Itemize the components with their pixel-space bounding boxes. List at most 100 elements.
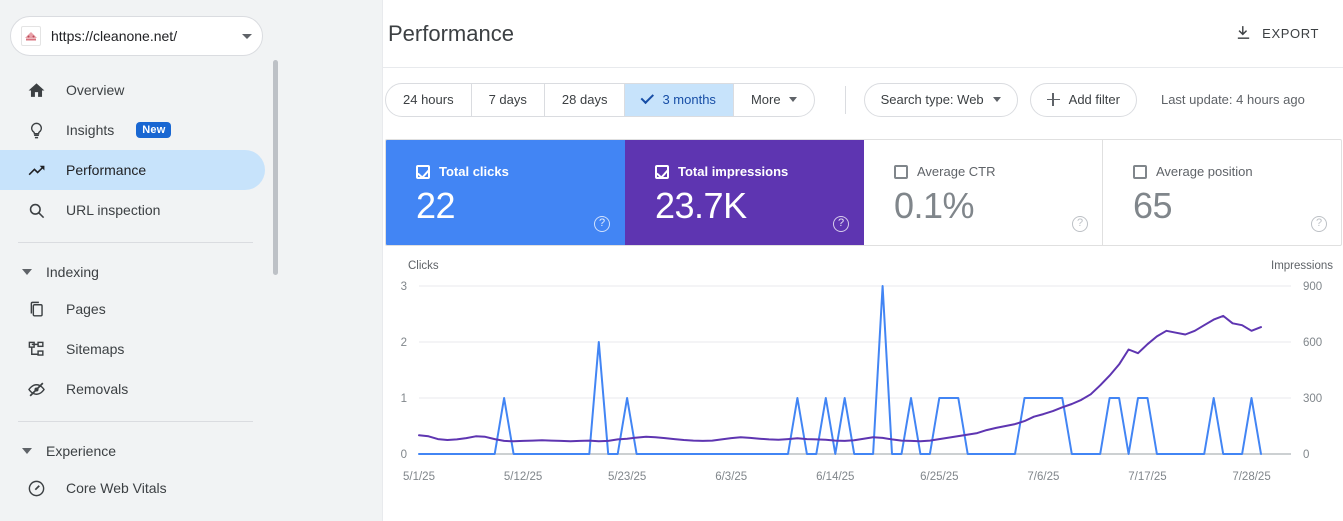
metric-checkbox[interactable] bbox=[416, 164, 430, 179]
chevron-down-icon[interactable] bbox=[242, 33, 252, 39]
sidebar-item-insights[interactable]: Insights New bbox=[0, 110, 265, 150]
help-icon[interactable]: ? bbox=[1311, 216, 1327, 232]
x-tick-label: 6/25/25 bbox=[920, 471, 958, 483]
metric-label: Average CTR bbox=[917, 164, 996, 179]
lightbulb-icon bbox=[26, 120, 46, 140]
sidebar-item-removals[interactable]: Removals bbox=[0, 369, 265, 409]
metric-card-total-impressions[interactable]: Total impressions 23.7K ? bbox=[625, 140, 864, 245]
date-range-selector: 24 hours 7 days 28 days 3 months More bbox=[385, 82, 815, 117]
sidebar-item-overview[interactable]: Overview bbox=[0, 70, 265, 110]
sidebar-group-indexing[interactable]: Indexing bbox=[0, 255, 383, 289]
date-range-label: 7 days bbox=[488, 92, 527, 107]
y2-tick-label: 0 bbox=[1303, 449, 1309, 461]
metric-card-total-clicks[interactable]: Total clicks 22 ? bbox=[386, 140, 625, 245]
metric-value: 22 bbox=[416, 185, 456, 226]
page-title: Performance bbox=[388, 20, 514, 46]
series-line-impressions bbox=[418, 314, 1262, 443]
search-type-dropdown[interactable]: Search type: Web bbox=[863, 82, 1018, 117]
help-icon[interactable]: ? bbox=[833, 216, 849, 232]
chevron-down-icon bbox=[22, 269, 32, 275]
y2-tick-label: 900 bbox=[1303, 281, 1322, 293]
add-filter-button[interactable]: Add filter bbox=[1029, 82, 1137, 117]
chevron-down-icon bbox=[992, 97, 1001, 102]
sidebar-scrollbar-thumb[interactable] bbox=[273, 60, 278, 275]
y-tick-label: 1 bbox=[401, 393, 407, 405]
y-axis-title: Clicks bbox=[408, 260, 439, 272]
site-url-label: https://cleanone.net/ bbox=[51, 28, 178, 44]
sidebar-item-url-inspection[interactable]: URL inspection bbox=[0, 190, 265, 230]
date-range-7-days[interactable]: 7 days bbox=[472, 83, 545, 116]
date-range-label: 3 months bbox=[662, 92, 716, 107]
export-button[interactable]: EXPORT bbox=[1231, 18, 1323, 50]
site-favicon bbox=[21, 26, 41, 46]
metric-card-header: Average CTR bbox=[894, 164, 1102, 179]
export-label: EXPORT bbox=[1262, 26, 1319, 41]
sidebar-item-label: Removals bbox=[66, 381, 129, 397]
search-icon bbox=[26, 200, 46, 220]
home-icon bbox=[26, 80, 46, 100]
metric-card-header: Total impressions bbox=[655, 164, 863, 179]
metric-checkbox[interactable] bbox=[1133, 164, 1147, 179]
date-range-3-months[interactable]: 3 months bbox=[625, 83, 734, 116]
metric-cards: Total clicks 22 ? Total impressions 23.7… bbox=[385, 139, 1342, 246]
y2-tick-label: 600 bbox=[1303, 337, 1322, 349]
filter-divider bbox=[844, 85, 846, 114]
eye-off-icon bbox=[26, 379, 46, 399]
performance-chart[interactable]: Clicks Impressions 0 1 2 3 0 300 600 900 5/1/25 5/1… bbox=[383, 256, 1341, 496]
help-icon[interactable]: ? bbox=[594, 216, 610, 232]
sidebar-item-label: Insights bbox=[66, 122, 115, 138]
filter-bar: 24 hours 7 days 28 days 3 months More bbox=[383, 68, 1343, 131]
speedometer-icon bbox=[26, 478, 46, 498]
y2-tick-label: 300 bbox=[1303, 393, 1322, 405]
search-type-label: Search type: Web bbox=[880, 92, 984, 107]
metric-value: 65 bbox=[1133, 185, 1173, 226]
metric-checkbox[interactable] bbox=[655, 164, 669, 179]
plus-icon bbox=[1046, 93, 1060, 106]
site-selector[interactable]: https://cleanone.net/ bbox=[10, 16, 263, 56]
sidebar-item-label: Core Web Vitals bbox=[66, 480, 167, 496]
x-tick-label: 7/6/25 bbox=[1027, 471, 1059, 483]
sidebar-group-label: Experience bbox=[46, 443, 117, 459]
download-icon bbox=[1235, 24, 1252, 44]
sidebar-item-core-web-vitals[interactable]: Core Web Vitals bbox=[0, 468, 265, 508]
page-header: Performance EXPORT bbox=[383, 0, 1343, 68]
sidebar-group-label: Indexing bbox=[46, 264, 99, 280]
sidebar-item-performance[interactable]: Performance bbox=[0, 150, 265, 190]
metric-checkbox[interactable] bbox=[894, 164, 908, 179]
date-range-label: More bbox=[750, 92, 781, 107]
series-line-clicks bbox=[418, 285, 1262, 455]
sidebar-item-pages[interactable]: Pages bbox=[0, 289, 265, 329]
x-tick-label: 5/23/25 bbox=[608, 471, 646, 483]
y2-axis-title: Impressions bbox=[1271, 260, 1333, 272]
sidebar-item-label: Sitemaps bbox=[66, 341, 125, 357]
sidebar-item-sitemaps[interactable]: Sitemaps bbox=[0, 329, 265, 369]
metric-card-average-ctr[interactable]: Average CTR 0.1% ? bbox=[864, 140, 1103, 245]
date-range-24-hours[interactable]: 24 hours bbox=[386, 83, 472, 116]
y-tick-label: 3 bbox=[401, 281, 407, 293]
x-tick-label: 7/28/25 bbox=[1232, 471, 1270, 483]
sidebar-item-label: Overview bbox=[66, 82, 125, 98]
help-icon[interactable]: ? bbox=[1072, 216, 1088, 232]
sidebar-divider-2 bbox=[18, 421, 253, 422]
sidebar-item-label: URL inspection bbox=[66, 202, 161, 218]
sidebar-item-label: Pages bbox=[66, 301, 106, 317]
trending-up-icon bbox=[26, 160, 46, 180]
x-tick-label: 6/3/25 bbox=[715, 471, 747, 483]
primary-nav: Overview Insights New Performance bbox=[0, 70, 383, 230]
date-range-more[interactable]: More bbox=[734, 84, 814, 116]
sidebar-divider-1 bbox=[18, 242, 253, 243]
sidebar-item-https[interactable]: HTTPS bbox=[0, 508, 265, 521]
metric-card-header: Average position bbox=[1133, 164, 1341, 179]
check-icon bbox=[641, 90, 655, 105]
chart-canvas: Clicks Impressions 0 1 2 3 0 300 600 900 5/1/25 5/1… bbox=[401, 260, 1334, 483]
date-range-28-days[interactable]: 28 days bbox=[545, 83, 626, 116]
metric-label: Total impressions bbox=[678, 164, 789, 179]
metric-label: Total clicks bbox=[439, 164, 509, 179]
y-tick-label: 2 bbox=[401, 337, 407, 349]
last-update-label: Last update: 4 hours ago bbox=[1160, 92, 1305, 107]
sidebar-group-experience[interactable]: Experience bbox=[0, 434, 383, 468]
metric-card-average-position[interactable]: Average position 65 ? bbox=[1103, 140, 1341, 245]
metric-label: Average position bbox=[1156, 164, 1253, 179]
y-tick-label: 0 bbox=[401, 449, 407, 461]
date-range-label: 28 days bbox=[561, 92, 608, 107]
